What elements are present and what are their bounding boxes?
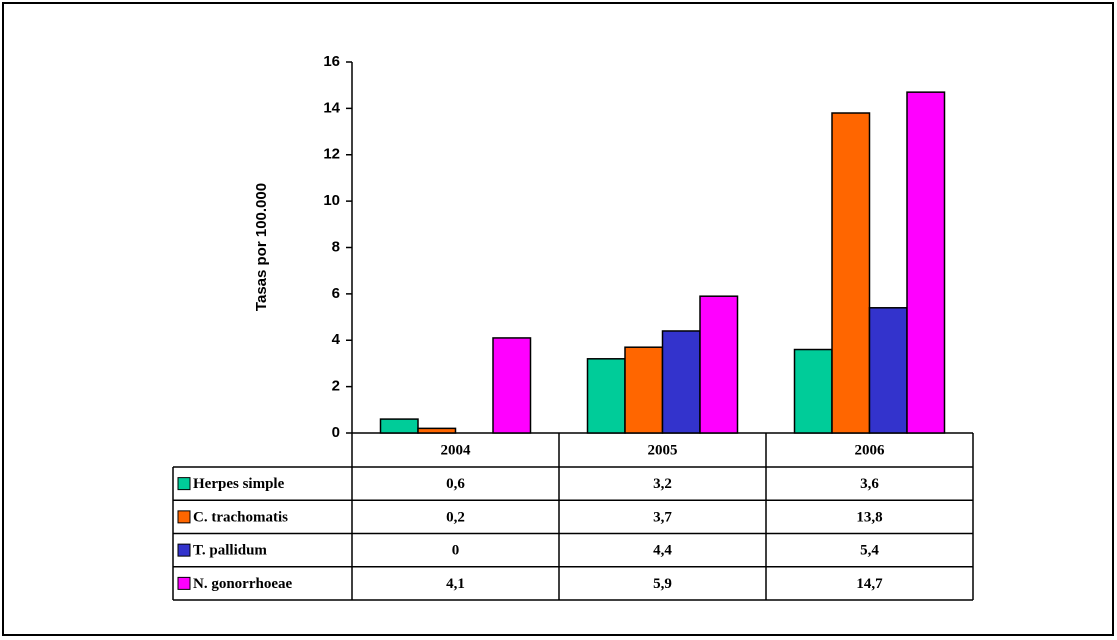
y-tick-label: 4 bbox=[332, 331, 341, 348]
table-value: 0,2 bbox=[446, 509, 465, 525]
table-value: 5,4 bbox=[860, 543, 879, 559]
bar bbox=[492, 337, 532, 434]
legend-swatch bbox=[177, 576, 191, 590]
bar bbox=[699, 295, 739, 434]
bar bbox=[868, 307, 908, 434]
table-value: 3,2 bbox=[653, 476, 672, 492]
bar bbox=[586, 358, 626, 434]
legend-label: N. gonorrhoeae bbox=[193, 576, 292, 592]
x-tick-label: 2006 bbox=[855, 442, 886, 458]
bar bbox=[417, 427, 457, 434]
x-tick-label: 2005 bbox=[648, 442, 678, 458]
table-value: 5,9 bbox=[653, 576, 672, 592]
table-value: 4,4 bbox=[653, 543, 672, 559]
y-tick-label: 0 bbox=[332, 424, 340, 441]
x-tick-label: 2004 bbox=[441, 442, 472, 458]
bar bbox=[906, 91, 946, 434]
table-value: 4,1 bbox=[446, 576, 465, 592]
legend-label: T. pallidum bbox=[193, 543, 267, 559]
legend-swatch bbox=[177, 543, 191, 557]
bar bbox=[624, 346, 664, 434]
table-value: 3,7 bbox=[653, 509, 672, 525]
legend-label: C. trachomatis bbox=[193, 509, 288, 525]
bar bbox=[831, 112, 871, 434]
y-tick-label: 2 bbox=[332, 378, 340, 395]
y-tick-label: 8 bbox=[332, 238, 340, 255]
bar bbox=[793, 348, 833, 434]
legend-swatch bbox=[177, 477, 191, 491]
table-value: 14,7 bbox=[856, 576, 883, 592]
y-tick-label: 16 bbox=[323, 53, 340, 70]
legend-label: Herpes simple bbox=[193, 476, 285, 492]
y-axis-label: Tasas por 100.000 bbox=[253, 183, 270, 311]
y-tick-label: 14 bbox=[323, 99, 340, 116]
y-tick-label: 10 bbox=[323, 192, 340, 209]
table-value: 0 bbox=[452, 543, 460, 559]
legend-swatch bbox=[177, 510, 191, 524]
table-value: 13,8 bbox=[856, 509, 882, 525]
table-value: 0,6 bbox=[446, 476, 465, 492]
bar bbox=[379, 418, 419, 434]
bar bbox=[661, 330, 701, 434]
y-tick-label: 6 bbox=[332, 285, 340, 302]
table-value: 3,6 bbox=[860, 476, 879, 492]
y-tick-label: 12 bbox=[323, 146, 340, 163]
